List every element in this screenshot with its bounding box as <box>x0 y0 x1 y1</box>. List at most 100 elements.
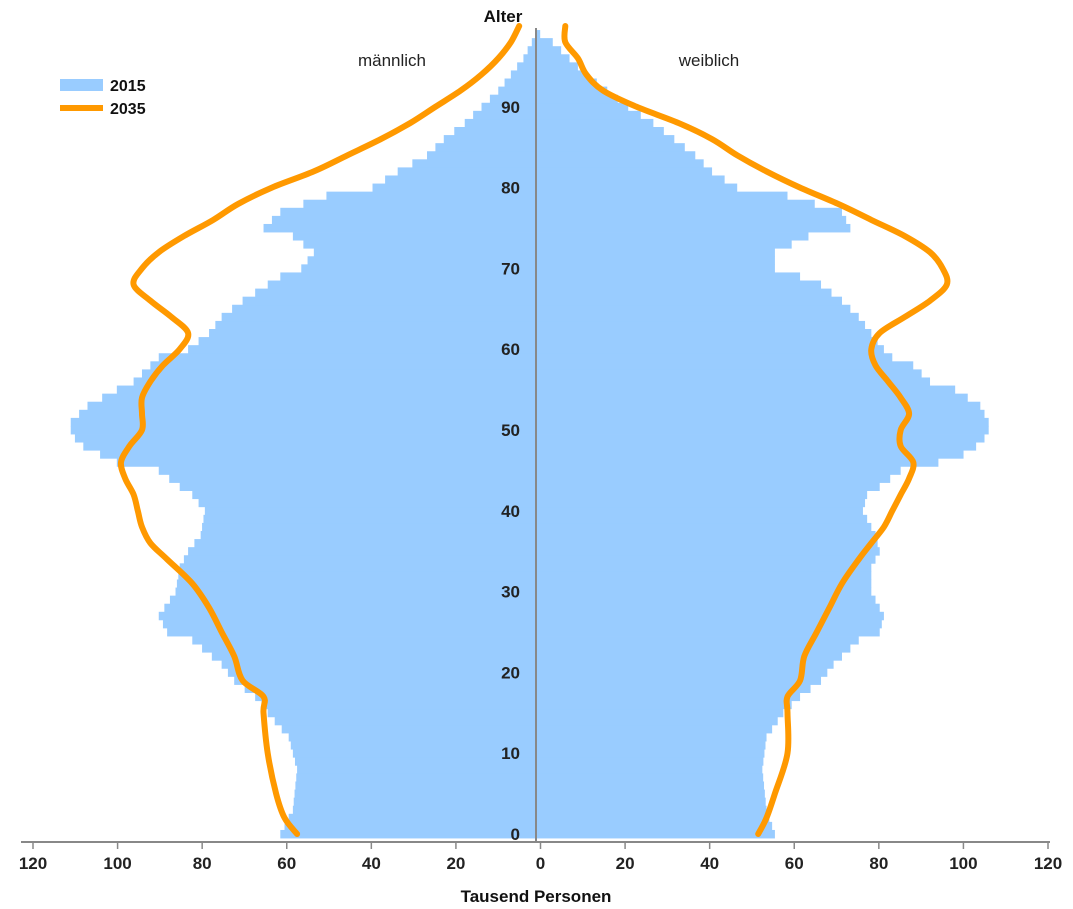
bar-2015-male-age-35 <box>188 547 536 556</box>
bar-2015-female-age-38 <box>536 522 872 532</box>
x-tick-label: 20 <box>446 854 465 873</box>
bar-2015-male-age-24 <box>192 636 536 645</box>
bar-2015-male-age-44 <box>169 474 537 483</box>
bar-2015-female-age-69 <box>536 272 801 281</box>
bar-2015-female-age-31 <box>536 579 872 588</box>
bar-2015-male-age-67 <box>255 288 536 298</box>
bar-2015-female-age-93 <box>536 78 597 87</box>
bar-2015-male-age-43 <box>179 482 536 491</box>
bar-2015-male-age-94 <box>510 70 536 79</box>
bar-2015-male-age-82 <box>397 167 536 176</box>
bar-2015-female-age-25 <box>536 627 880 637</box>
bar-2015-male-age-68 <box>267 280 536 289</box>
y-tick-label: 0 <box>511 825 520 844</box>
bar-2015-male-age-17 <box>255 692 536 702</box>
bar-2015-male-age-23 <box>202 644 536 653</box>
legend-label-2015: 2015 <box>110 78 146 95</box>
bar-2015-male-age-28 <box>164 603 536 613</box>
bar-2015-male-age-4 <box>293 797 536 807</box>
bar-2015-male-age-19 <box>234 676 536 685</box>
bar-2015-female-age-11 <box>536 741 766 750</box>
bar-2015-female-age-30 <box>536 587 872 597</box>
bar-2015-female-age-57 <box>536 369 922 378</box>
bar-2015-male-age-40 <box>204 506 537 516</box>
bar-2015-female-age-75 <box>536 223 851 233</box>
bar-2015-female-age-7 <box>536 773 764 782</box>
bar-2015-female-age-70 <box>536 264 775 273</box>
bar-2015-female-age-92 <box>536 86 608 96</box>
bar-2015-female-age-99 <box>536 30 541 39</box>
x-tick-label: 0 <box>536 854 545 873</box>
x-tick-label: 80 <box>869 854 888 873</box>
bar-2015-male-age-51 <box>70 417 536 427</box>
bar-2015-female-age-60 <box>536 345 884 354</box>
bar-2015-male-age-53 <box>87 401 537 411</box>
legend: 2015 2035 <box>60 78 146 118</box>
bar-2015-male-age-86 <box>443 135 536 144</box>
bar-2015-female-age-45 <box>536 466 901 475</box>
bar-2015-male-age-66 <box>242 296 536 306</box>
bar-2015-female-age-35 <box>536 547 880 556</box>
axes-layer: 120 100 80 60 40 20 0 20 40 60 80 100 120 0 10 20 30 40 50… <box>19 28 1062 873</box>
bar-2015-female-age-97 <box>536 46 562 55</box>
bar-2015-male-age-54 <box>102 393 536 403</box>
bar-2015-male-age-36 <box>194 539 536 548</box>
bar-2015-male-age-50 <box>70 425 536 435</box>
bar-2015-female-age-36 <box>536 539 878 548</box>
x-tick-label: 120 <box>1034 854 1062 873</box>
bar-2015-male-age-65 <box>232 304 536 314</box>
bar-2015-male-age-81 <box>385 175 536 184</box>
bar-2015-male-age-56 <box>133 377 536 386</box>
lines-2035-layer <box>117 23 951 837</box>
bar-2015-male-age-30 <box>175 587 536 597</box>
x-tick-label: 80 <box>193 854 212 873</box>
bar-2015-female-age-20 <box>536 668 828 677</box>
bar-2015-female-age-85 <box>536 143 685 152</box>
bar-2015-female-age-59 <box>536 353 893 362</box>
bar-2015-female-age-16 <box>536 700 792 710</box>
bar-2015-female-age-32 <box>536 571 872 580</box>
bar-2015-male-age-62 <box>209 329 537 338</box>
bar-2015-female-age-73 <box>536 240 792 249</box>
bar-2015-male-age-87 <box>454 127 536 136</box>
bar-2015-male-age-78 <box>303 199 536 209</box>
x-tick-label: 40 <box>700 854 719 873</box>
y-tick-label: 30 <box>501 583 520 602</box>
bar-2015-female-age-17 <box>536 692 801 702</box>
bar-2015-female-age-26 <box>536 619 882 629</box>
x-tick-label: 60 <box>785 854 804 873</box>
bar-2015-male-age-96 <box>523 54 536 63</box>
bar-2015-female-age-37 <box>536 531 876 540</box>
bar-2015-female-age-50 <box>536 425 989 435</box>
bars-2015-layer <box>70 30 989 839</box>
bar-2015-female-age-78 <box>536 199 815 209</box>
y-tick-label: 50 <box>501 421 520 440</box>
bar-2015-male-age-91 <box>489 94 536 104</box>
bar-2015-male-age-89 <box>473 110 537 120</box>
bar-2015-male-age-20 <box>227 668 536 677</box>
bar-2015-male-age-69 <box>280 272 536 281</box>
bar-2015-female-age-47 <box>536 450 964 459</box>
bar-2015-male-age-37 <box>200 531 537 540</box>
bar-2015-male-age-16 <box>261 700 536 710</box>
y-tick-label: 90 <box>501 98 520 117</box>
bar-2015-female-age-81 <box>536 175 725 184</box>
bar-2015-female-age-12 <box>536 733 767 742</box>
bar-2015-female-age-58 <box>536 361 914 370</box>
bar-2015-female-age-2 <box>536 813 770 823</box>
bar-2015-female-age-72 <box>536 248 775 257</box>
bar-2015-male-age-49 <box>74 434 537 443</box>
bar-2015-female-age-10 <box>536 749 765 758</box>
bar-2015-female-age-27 <box>536 611 884 621</box>
bar-2015-male-age-83 <box>412 159 536 168</box>
bar-2015-male-age-92 <box>498 86 536 96</box>
bar-2015-female-age-52 <box>536 409 985 419</box>
bar-2015-female-age-1 <box>536 821 773 831</box>
bar-2015-female-age-79 <box>536 191 788 201</box>
y-tick-label: 10 <box>501 744 520 763</box>
bar-2015-male-age-25 <box>167 627 536 637</box>
bar-2015-female-age-0 <box>536 829 775 839</box>
bar-2015-male-age-58 <box>150 361 536 370</box>
bar-2015-male-age-7 <box>296 773 536 782</box>
